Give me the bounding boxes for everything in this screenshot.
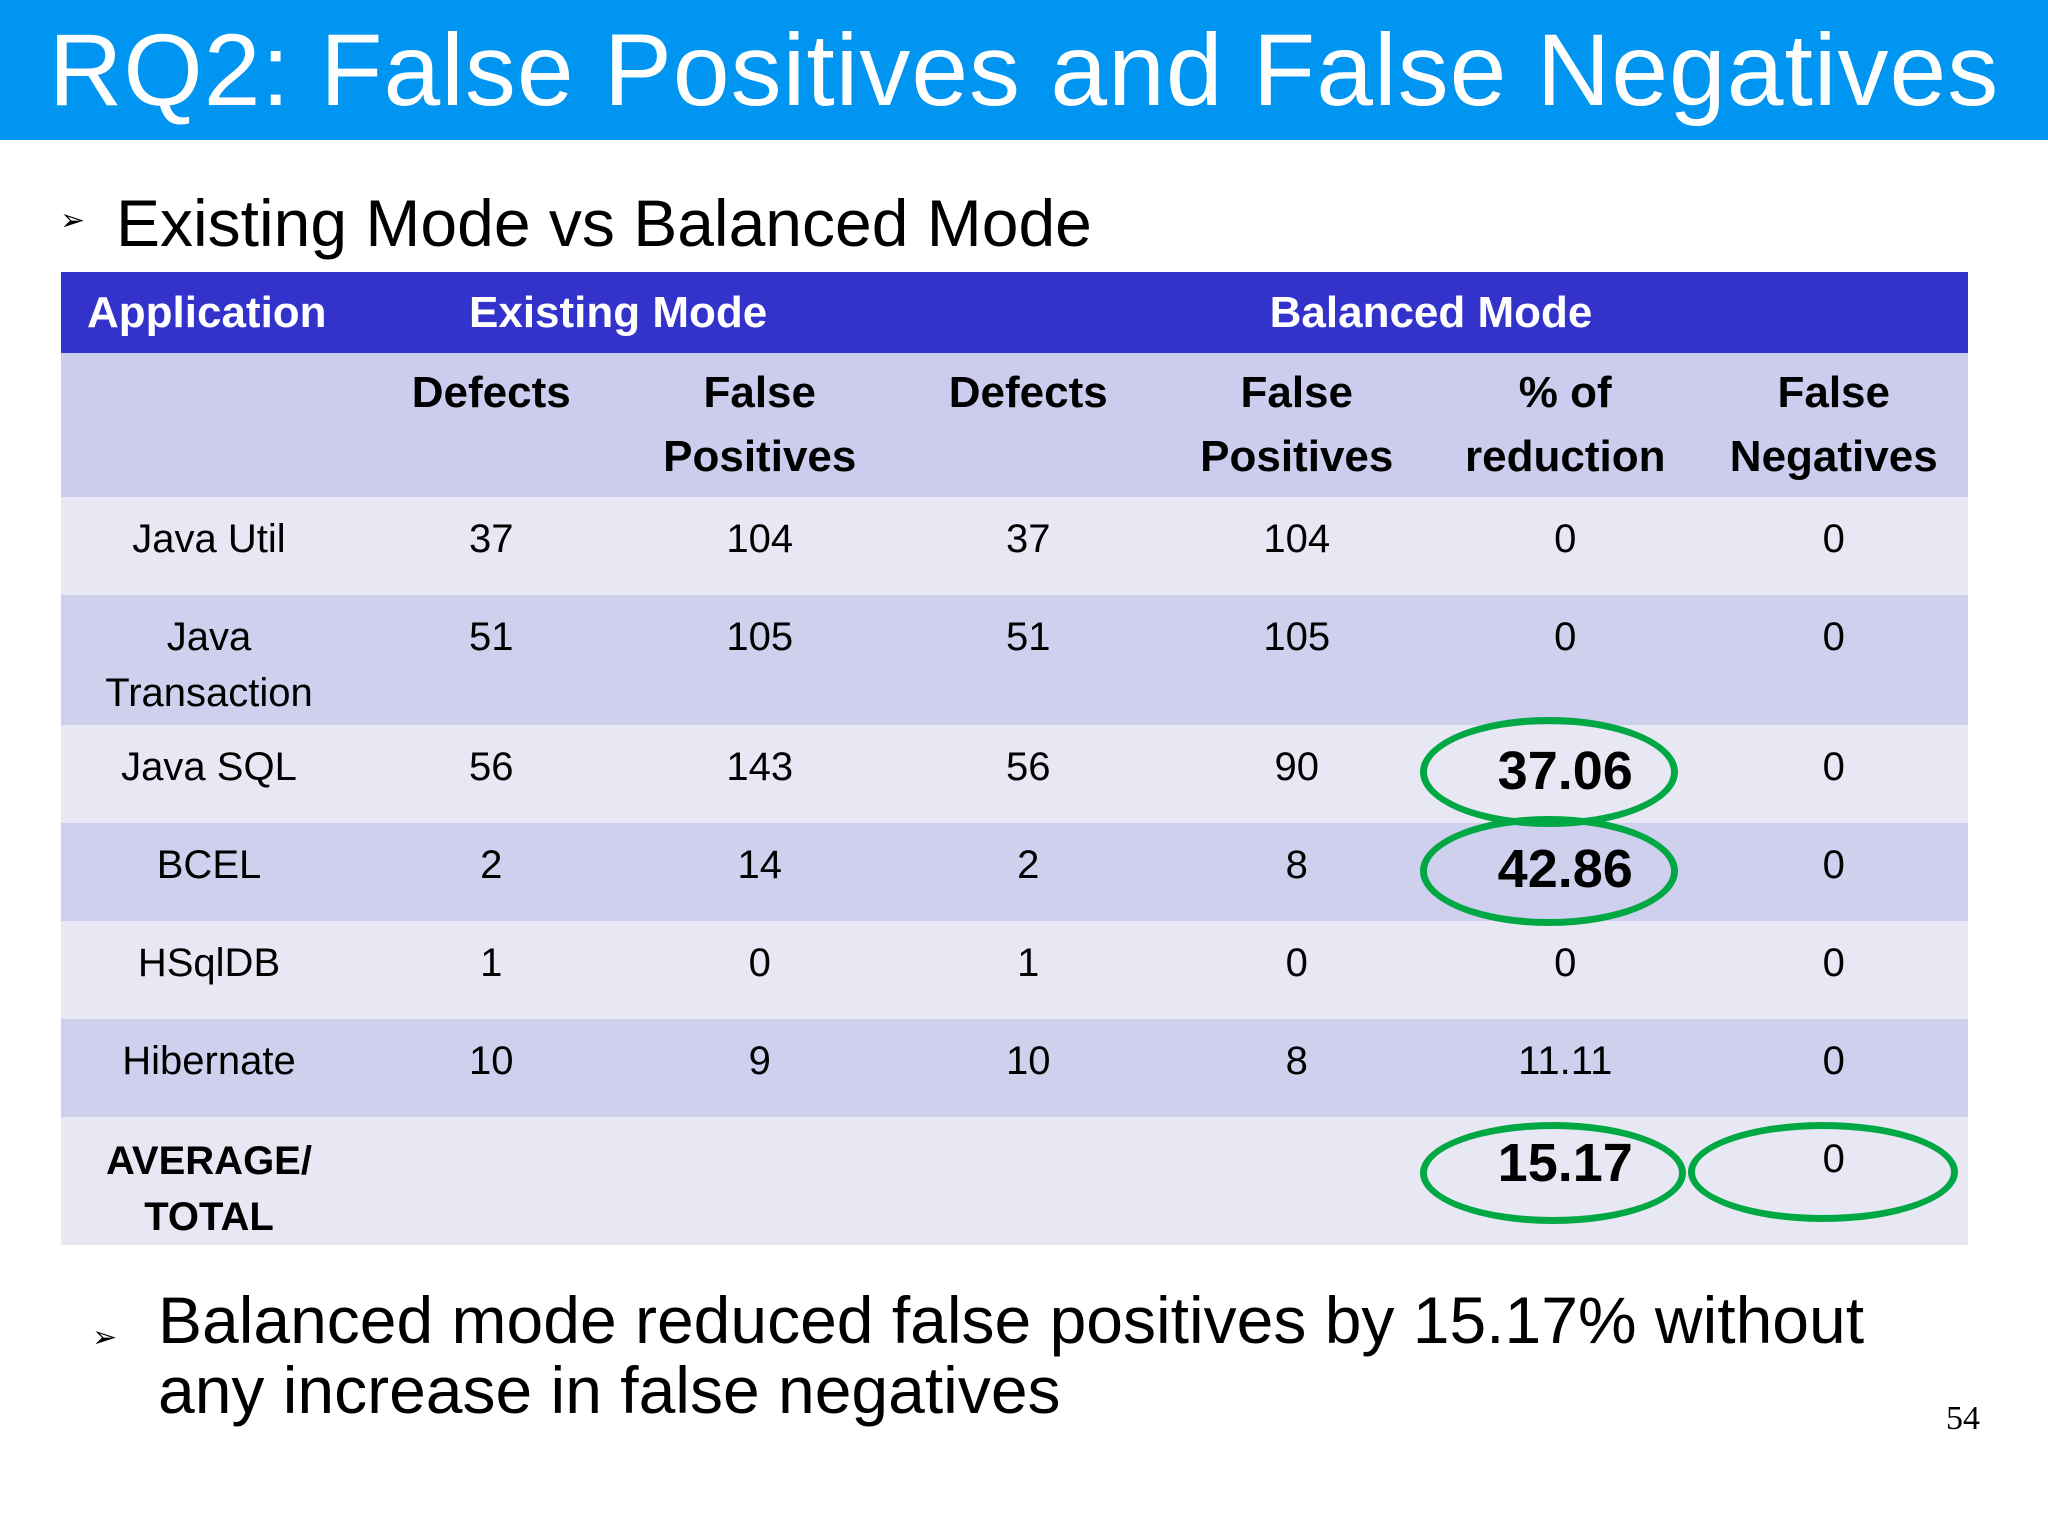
slide-title: RQ2: False Positives and False Negatives	[0, 0, 2048, 140]
cell-false-negatives: 0	[1699, 725, 1968, 823]
cell-existing-false-positives: 0	[625, 921, 894, 1019]
table-row: Java SQL 56 143 56 90 37.06 0	[61, 725, 1968, 823]
cell-empty	[625, 1117, 894, 1245]
table-sub-header-row: Defects False Positives Defects False Po…	[61, 353, 1968, 497]
cell-reduction: 11.11	[1431, 1019, 1700, 1117]
cell-existing-defects: 1	[357, 921, 626, 1019]
cell-balanced-false-positives: 90	[1162, 725, 1431, 823]
bullet-text: Balanced mode reduced false positives by…	[158, 1283, 1865, 1427]
cell-existing-false-positives: 104	[625, 497, 894, 595]
cell-application: Java Util	[61, 497, 357, 595]
cell-reduction: 0	[1431, 921, 1700, 1019]
bullet-arrow-icon: ➢	[92, 1320, 118, 1355]
subheader-balanced-defects: Defects	[894, 353, 1163, 497]
cell-existing-false-positives: 9	[625, 1019, 894, 1117]
results-table: Application Existing Mode Balanced Mode …	[61, 272, 1968, 1245]
table-row: BCEL 2 14 2 8 42.86 0	[61, 823, 1968, 921]
cell-existing-defects: 2	[357, 823, 626, 921]
table-row: Java Util 37 104 37 104 0 0	[61, 497, 1968, 595]
subheader-false-negatives: False Negatives	[1699, 353, 1968, 497]
subheader-empty	[61, 353, 357, 497]
cell-reduction: 0	[1431, 497, 1700, 595]
cell-existing-defects: 10	[357, 1019, 626, 1117]
highlight-ring-total-false-negatives	[1688, 1122, 1958, 1222]
cell-balanced-defects: 2	[894, 823, 1163, 921]
table-group-header-row: Application Existing Mode Balanced Mode	[61, 272, 1968, 353]
total-label-line2: TOTAL	[144, 1195, 274, 1239]
cell-existing-defects: 51	[357, 595, 626, 725]
cell-existing-false-positives: 14	[625, 823, 894, 921]
header-balanced-mode: Balanced Mode	[894, 272, 1968, 353]
cell-balanced-defects: 37	[894, 497, 1163, 595]
highlight-ring-bcel-reduction	[1420, 816, 1678, 926]
cell-empty	[1162, 1117, 1431, 1245]
cell-empty	[357, 1117, 626, 1245]
table-row: HSqlDB 1 0 1 0 0 0	[61, 921, 1968, 1019]
cell-false-negatives: 0	[1699, 823, 1968, 921]
cell-empty	[894, 1117, 1163, 1245]
highlight-ring-java-sql-reduction	[1420, 717, 1678, 827]
subheader-reduction: % of reduction	[1431, 353, 1700, 497]
table-row: Java Transaction 51 105 51 105 0 0	[61, 595, 1968, 725]
subheader-balanced-false-positives: False Positives	[1162, 353, 1431, 497]
bullet-text: Existing Mode vs Balanced Mode	[116, 186, 1092, 260]
cell-balanced-defects: 56	[894, 725, 1163, 823]
bullet-arrow-icon: ➢	[60, 203, 86, 238]
cell-application: Java SQL	[61, 725, 357, 823]
cell-balanced-false-positives: 8	[1162, 1019, 1431, 1117]
cell-application: BCEL	[61, 823, 357, 921]
cell-false-negatives: 0	[1699, 921, 1968, 1019]
cell-reduction: 0	[1431, 595, 1700, 725]
cell-balanced-defects: 51	[894, 595, 1163, 725]
subheader-existing-defects: Defects	[357, 353, 626, 497]
cell-false-negatives: 0	[1699, 497, 1968, 595]
cell-balanced-false-positives: 105	[1162, 595, 1431, 725]
cell-total-label: AVERAGE/ TOTAL	[61, 1117, 357, 1245]
highlight-ring-total-reduction	[1420, 1122, 1686, 1224]
cell-application: Hibernate	[61, 1019, 357, 1117]
table-row: Hibernate 10 9 10 8 11.11 0	[61, 1019, 1968, 1117]
cell-false-negatives: 0	[1699, 595, 1968, 725]
total-label-line1: AVERAGE/	[106, 1139, 312, 1183]
cell-existing-false-positives: 143	[625, 725, 894, 823]
cell-application: HSqlDB	[61, 921, 357, 1019]
cell-application: Java Transaction	[61, 595, 357, 725]
cell-balanced-defects: 10	[894, 1019, 1163, 1117]
cell-existing-defects: 37	[357, 497, 626, 595]
cell-balanced-false-positives: 8	[1162, 823, 1431, 921]
page-number: 54	[1946, 1400, 1980, 1437]
header-existing-mode: Existing Mode	[357, 272, 894, 353]
cell-existing-defects: 56	[357, 725, 626, 823]
header-application: Application	[61, 272, 357, 353]
subheader-existing-false-positives: False Positives	[625, 353, 894, 497]
cell-balanced-defects: 1	[894, 921, 1163, 1019]
cell-false-negatives: 0	[1699, 1019, 1968, 1117]
cell-balanced-false-positives: 104	[1162, 497, 1431, 595]
cell-balanced-false-positives: 0	[1162, 921, 1431, 1019]
cell-existing-false-positives: 105	[625, 595, 894, 725]
